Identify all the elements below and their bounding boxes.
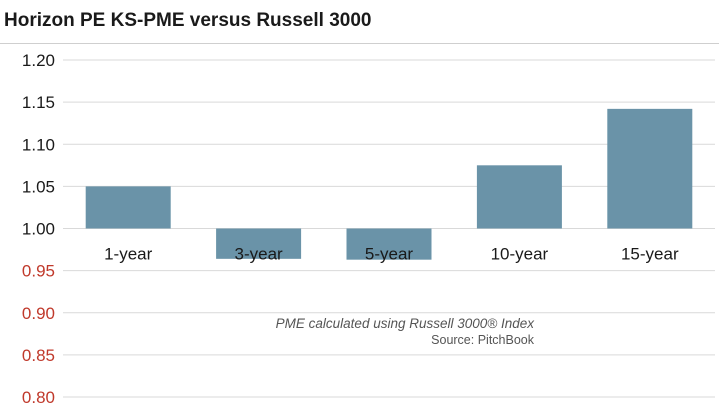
source-note: Source: PitchBook <box>431 333 534 347</box>
bar <box>476 165 562 229</box>
x-category-label: 10-year <box>491 245 549 264</box>
title-bar: Horizon PE KS-PME versus Russell 3000 <box>0 0 719 44</box>
pme-note: PME calculated using Russell 3000® Index <box>275 316 534 331</box>
y-tick-label: 1.00 <box>22 220 55 239</box>
y-tick-label: 0.95 <box>22 262 55 281</box>
title-divider <box>0 43 719 44</box>
x-category-label: 3-year <box>235 245 284 264</box>
y-tick-label: 1.20 <box>22 51 55 70</box>
y-tick-label: 1.10 <box>22 135 55 154</box>
bar <box>216 228 302 259</box>
x-category-label: 15-year <box>621 245 679 264</box>
y-tick-label: 0.80 <box>22 388 55 407</box>
bar <box>607 108 693 229</box>
y-tick-label: 1.05 <box>22 177 55 196</box>
y-tick-label: 0.90 <box>22 304 55 323</box>
y-tick-label: 0.85 <box>22 346 55 365</box>
y-tick-label: 1.15 <box>22 93 55 112</box>
bar <box>346 228 432 260</box>
chart-title: Horizon PE KS-PME versus Russell 3000 <box>4 10 372 31</box>
x-category-label: 1-year <box>104 245 153 264</box>
bar <box>85 186 171 229</box>
x-category-label: 5-year <box>365 245 414 264</box>
